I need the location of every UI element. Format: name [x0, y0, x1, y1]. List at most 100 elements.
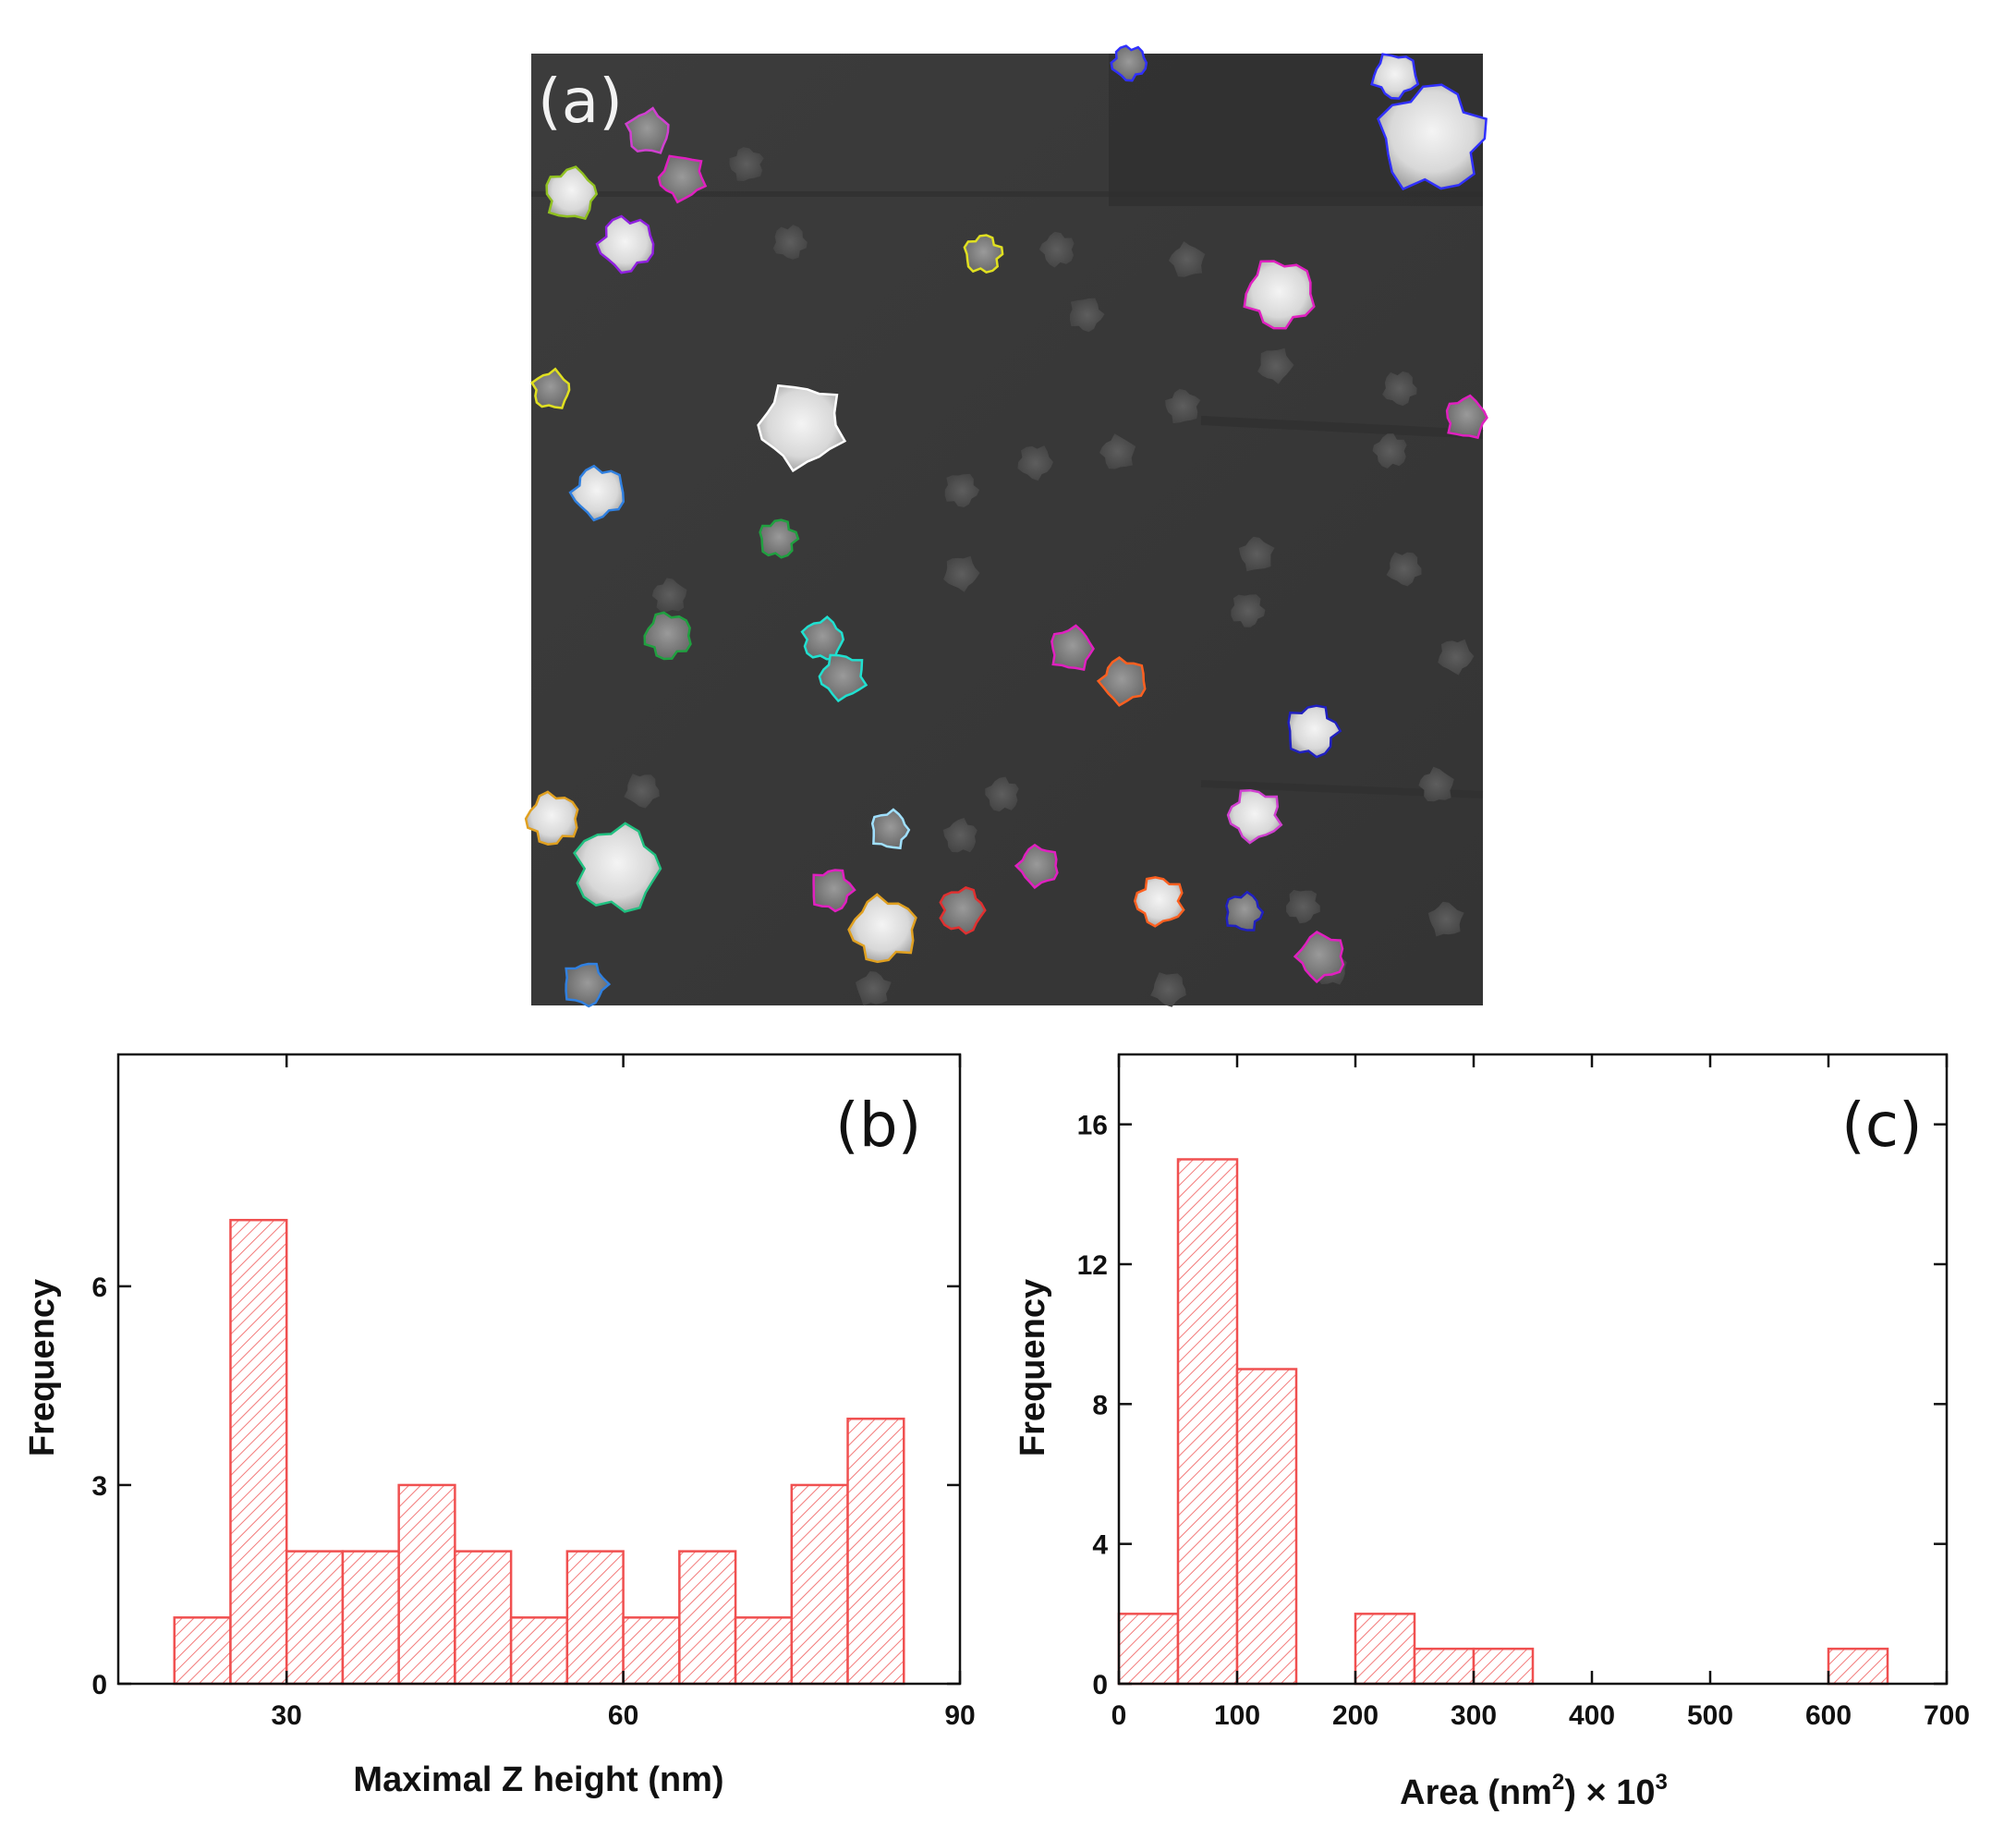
ticks-height: 30 60 90 0 3 6 [91, 1054, 976, 1731]
outlined-particle [573, 822, 662, 913]
outlined-particle [812, 869, 856, 913]
outlined-particle [1287, 704, 1342, 759]
outlined-particle [1051, 624, 1095, 672]
bar-b-5 [454, 1550, 513, 1686]
x-tick-label-b-2: 90 [944, 1700, 975, 1731]
faint-particle [651, 578, 687, 612]
y-tick-label-b-1: 3 [91, 1471, 107, 1502]
y-axis-title-b: Frequency [23, 1279, 62, 1456]
x-axis-title-c-sup2: 3 [1655, 1770, 1667, 1795]
x-axis-title-c-sup1: 2 [1552, 1770, 1564, 1795]
faint-particle [942, 818, 978, 853]
faint-particle [1286, 890, 1320, 924]
bar-b-4 [397, 1483, 456, 1686]
x-tick-label-c-4: 400 [1569, 1700, 1615, 1731]
outlined-particle [1096, 656, 1147, 707]
outlined-particle [1133, 876, 1185, 928]
x-tick-label-c-1: 100 [1214, 1700, 1260, 1731]
bar-b-6 [509, 1616, 569, 1686]
faint-particle [1150, 972, 1186, 1007]
bar-c-2 [1235, 1368, 1298, 1686]
bars-height [173, 1218, 905, 1686]
outlined-particle [624, 106, 670, 154]
x-axis-title-b: Maximal Z height (nm) [353, 1760, 723, 1799]
outlined-particle [847, 893, 917, 964]
bar-b-3 [341, 1550, 400, 1686]
x-tick-label-c-0: 0 [1111, 1700, 1127, 1731]
outlined-particle [1370, 53, 1420, 100]
faint-particle [1168, 241, 1206, 277]
bar-b-11 [790, 1483, 849, 1686]
bar-c-1 [1176, 1158, 1239, 1686]
outlined-particle [870, 808, 911, 850]
x-tick-label-c-2: 200 [1332, 1700, 1378, 1731]
faint-particle-group [624, 147, 1475, 1007]
x-tick-label-c-5: 500 [1687, 1700, 1733, 1731]
outlined-particle [1110, 44, 1148, 82]
y-axis-title-c: Frequency [1014, 1279, 1052, 1456]
outlined-particle [524, 790, 579, 846]
y-tick-label-b-2: 6 [91, 1273, 107, 1303]
y-tick-label-c-0: 0 [1092, 1670, 1108, 1700]
faint-particle [855, 970, 892, 1006]
x-axis-title-c-mid: ) × 10 [1564, 1773, 1655, 1812]
faint-particle [772, 225, 808, 260]
panel-label-b: (b) [835, 1090, 921, 1161]
outlined-particle [530, 367, 571, 409]
micrograph-background [531, 54, 1483, 1005]
faint-particle [1099, 433, 1136, 469]
outlined-particle [545, 165, 599, 221]
bar-b-12 [846, 1418, 905, 1686]
faint-particle [1372, 433, 1407, 469]
bar-b-8 [622, 1616, 681, 1686]
panel-label-a: (a) [538, 66, 623, 137]
y-tick-label-c-4: 16 [1077, 1111, 1108, 1141]
outlined-particle [757, 384, 847, 473]
outlined-particle [818, 653, 868, 703]
x-tick-label-b-0: 30 [272, 1700, 302, 1731]
faint-particle [1017, 445, 1053, 481]
x-tick-label-c-3: 300 [1451, 1700, 1497, 1731]
faint-particle [1257, 347, 1294, 384]
outlined-particle [1293, 931, 1345, 984]
faint-particle [1070, 298, 1105, 333]
bar-b-2 [285, 1550, 345, 1686]
faint-particle [624, 773, 660, 809]
outlined-particle [1445, 394, 1488, 440]
bar-b-10 [734, 1616, 794, 1686]
outlined-particle [1226, 788, 1283, 845]
plot-frame-c [1117, 1053, 1949, 1686]
bar-b-1 [229, 1218, 288, 1686]
outlined-particle [657, 154, 708, 204]
y-tick-label-b-0: 0 [91, 1670, 107, 1700]
faint-particle [1386, 552, 1422, 587]
outlined-particle [963, 234, 1004, 274]
micrograph-image: (a) [524, 44, 1488, 1008]
outlined-particle [643, 611, 692, 661]
faint-particle [1238, 536, 1275, 572]
bar-c-12 [1827, 1647, 1889, 1686]
faint-particle [943, 555, 980, 592]
outlined-particle [595, 214, 655, 274]
faint-particle [985, 776, 1019, 812]
outlined-particle [1243, 260, 1316, 330]
bar-c-0 [1117, 1613, 1180, 1686]
faint-particle [1165, 388, 1201, 423]
outlined-particle [1377, 83, 1488, 191]
plot-frame-b [116, 1053, 962, 1686]
x-tick-label-c-7: 700 [1924, 1700, 1970, 1731]
bar-c-5 [1413, 1647, 1476, 1686]
bars-area [1117, 1158, 1889, 1686]
histogram-area: 0 100 200 300 400 500 600 700 0 4 8 12 16 (c) Area (… [1014, 1053, 1970, 1812]
faint-particle [1438, 639, 1475, 676]
bar-b-0 [173, 1616, 232, 1686]
y-tick-label-c-3: 12 [1077, 1250, 1108, 1281]
faint-particle [1038, 231, 1075, 268]
faint-particle [944, 473, 980, 507]
outlined-particle [568, 464, 625, 522]
faint-particle [1382, 371, 1417, 407]
outlined-particle [1014, 843, 1059, 890]
x-axis-title-c: Area (nm2) × 103 [1400, 1770, 1668, 1812]
histogram-height: 30 60 90 0 3 6 (b) Maximal Z height (nm) Freq… [23, 1053, 976, 1799]
